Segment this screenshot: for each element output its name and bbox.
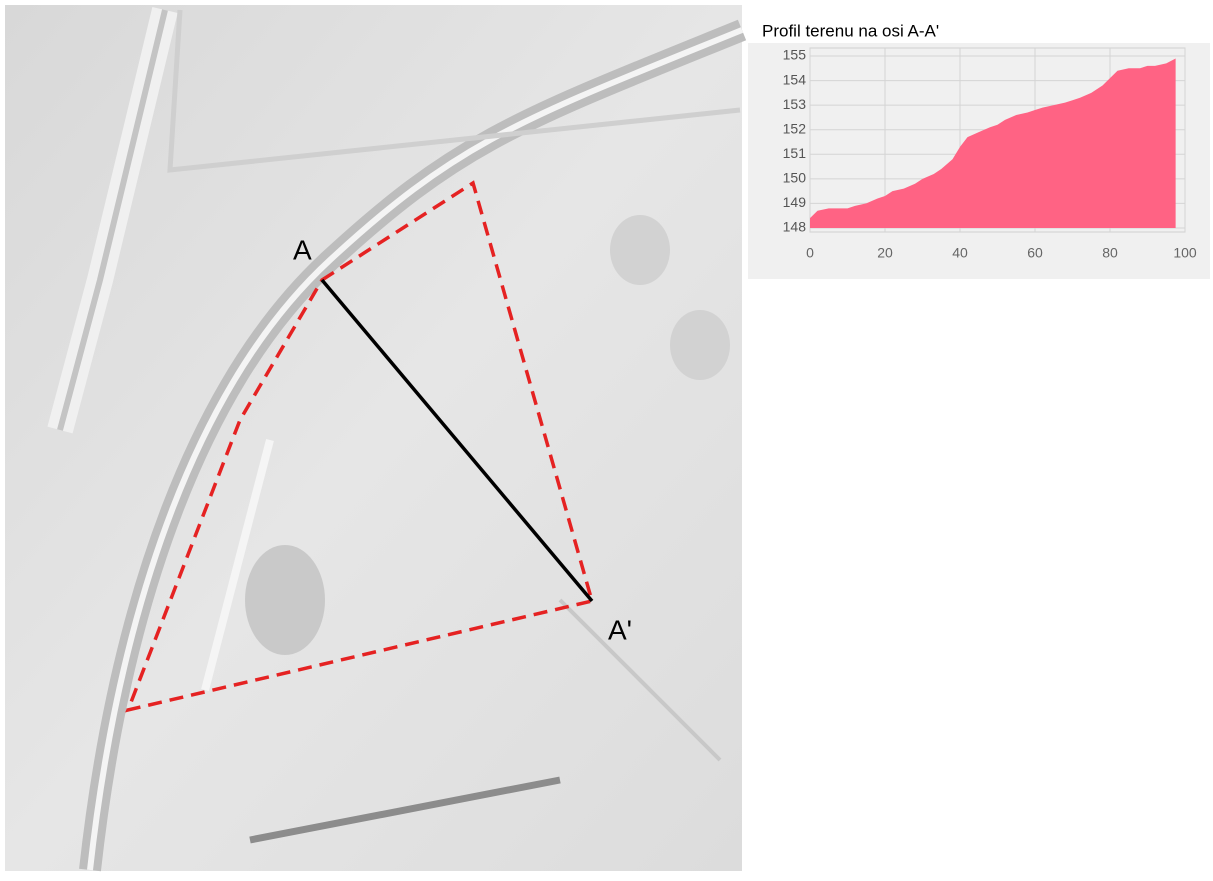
chart-title: Profil terenu na osi A-A' bbox=[762, 21, 939, 40]
map: A A' bbox=[5, 5, 742, 871]
page: A A' Profil terenu na osi A-A' 148 149 150… bbox=[0, 0, 1213, 881]
pond bbox=[670, 310, 730, 380]
chart: Profil terenu na osi A-A' 148 149 150 151 15… bbox=[748, 21, 1210, 279]
x-tick-label: 20 bbox=[877, 245, 893, 261]
x-tick-label: 40 bbox=[952, 245, 968, 261]
page-svg: A A' Profil terenu na osi A-A' 148 149 150… bbox=[0, 0, 1213, 876]
y-tick-label: 154 bbox=[783, 71, 807, 87]
x-tick-label: 0 bbox=[806, 245, 814, 261]
y-tick-label: 149 bbox=[783, 194, 807, 210]
x-tick-label: 60 bbox=[1027, 245, 1043, 261]
point-label: A' bbox=[608, 614, 632, 645]
y-tick-label: 151 bbox=[783, 145, 807, 161]
y-tick-label: 155 bbox=[783, 47, 807, 63]
y-tick-label: 152 bbox=[783, 120, 807, 136]
y-tick-label: 150 bbox=[783, 170, 807, 186]
x-tick-label: 100 bbox=[1173, 245, 1197, 261]
pond bbox=[245, 545, 325, 655]
x-tick-label: 80 bbox=[1102, 245, 1118, 261]
point-label: A bbox=[293, 234, 312, 265]
y-tick-label: 153 bbox=[783, 96, 807, 112]
y-tick-label: 148 bbox=[783, 219, 807, 235]
pond bbox=[610, 215, 670, 285]
